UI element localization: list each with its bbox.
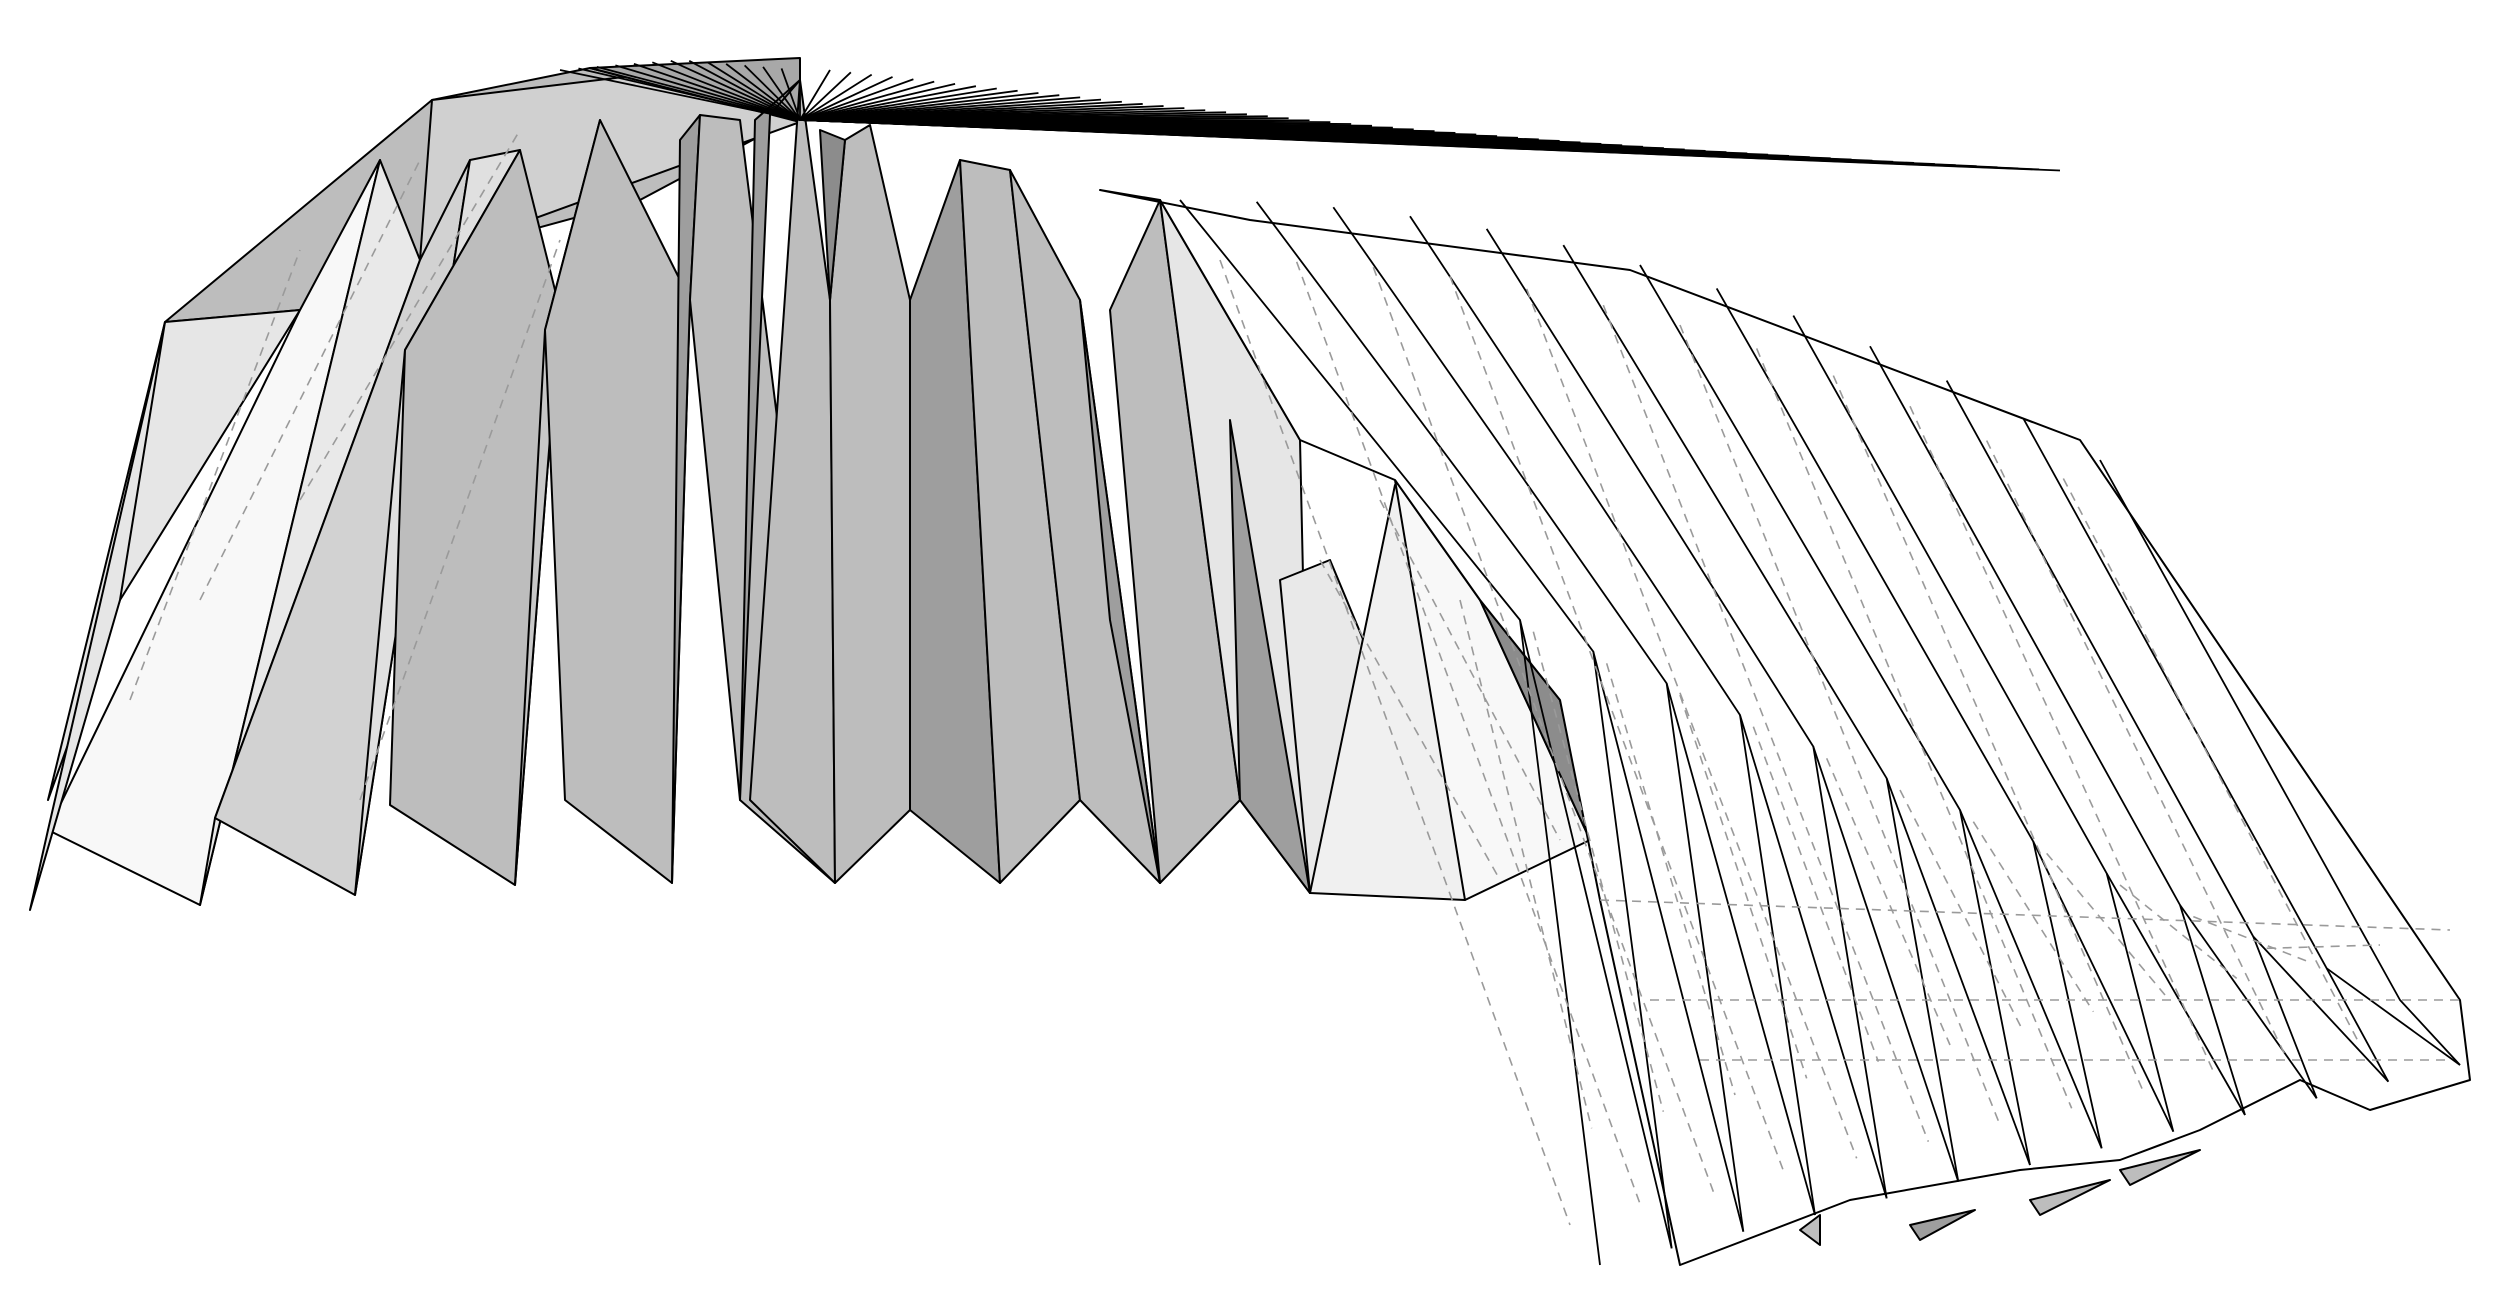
apex-crease xyxy=(578,67,801,121)
side-face xyxy=(1099,189,2471,1266)
front-pleat-group xyxy=(29,79,1591,911)
hidden-crease xyxy=(299,129,521,501)
hidden-crease xyxy=(1985,440,2288,1059)
apex-crease xyxy=(799,73,873,121)
apex-crease xyxy=(651,61,801,121)
apex-crease xyxy=(799,119,2061,172)
apex-crease xyxy=(633,62,801,121)
apex-crease xyxy=(559,69,801,121)
side-diagonal-crease xyxy=(1519,619,1673,1249)
hidden-crease xyxy=(2119,884,2238,979)
apex-crease xyxy=(799,83,956,121)
hidden-crease xyxy=(2062,478,2360,1043)
hidden-crease xyxy=(1532,631,1665,1112)
side-diagonal-crease xyxy=(1885,778,2031,1166)
side-face xyxy=(1799,1214,1821,1246)
hidden-crease xyxy=(1525,288,1858,1159)
hidden-crease xyxy=(1295,261,1643,1209)
pleat-face xyxy=(829,124,911,884)
side-diagonal-crease xyxy=(1812,746,1960,1182)
apex-crease xyxy=(799,69,831,121)
apex-crease xyxy=(596,66,801,121)
side-face xyxy=(1909,1209,1976,1241)
hidden-crease xyxy=(1219,259,1571,1226)
hidden-crease xyxy=(1825,758,1951,1046)
apex-crease xyxy=(799,78,914,121)
apex-crease xyxy=(780,68,801,121)
hidden-crease xyxy=(129,249,301,701)
hidden-crease xyxy=(359,239,561,801)
side-diagonal-crease xyxy=(2326,967,2461,1066)
apex-crease xyxy=(670,59,801,121)
hidden-crease xyxy=(1679,694,1808,1079)
side-face xyxy=(2029,1179,2111,1216)
hidden-crease xyxy=(2266,944,2381,950)
hidden-crease xyxy=(1899,789,2023,1029)
apex-crease xyxy=(615,64,801,121)
apex-crease xyxy=(707,61,801,121)
hidden-crease xyxy=(1605,663,1736,1096)
side-fold-edge xyxy=(2099,459,2461,1066)
hidden-crease xyxy=(1909,405,2216,1076)
apex-crease xyxy=(799,76,893,121)
hidden-crease xyxy=(1972,821,2095,1013)
hidden-crease xyxy=(199,159,421,601)
hidden-band xyxy=(1599,899,2451,931)
side-diagonal-crease xyxy=(2252,936,2389,1083)
hidden-crease xyxy=(1459,599,1593,1129)
apex-crease xyxy=(688,59,801,121)
hidden-crease xyxy=(1379,499,1561,841)
apex-crease xyxy=(743,64,801,121)
apex-crease xyxy=(799,71,852,121)
pleat-face xyxy=(29,321,166,911)
pleat-face xyxy=(819,129,846,301)
hidden-crease xyxy=(2193,915,2309,963)
hidden-fold-lines xyxy=(129,129,2460,1226)
apex-crease xyxy=(762,66,801,121)
pleat-face xyxy=(389,149,561,886)
side-fold-edges xyxy=(1179,199,2461,1266)
side-diagonal-crease xyxy=(1592,651,1745,1232)
apex-crease xyxy=(799,85,977,121)
pleat-face xyxy=(1079,299,1161,884)
apex-crease-cluster xyxy=(559,59,2061,172)
pleat-face xyxy=(1229,419,1311,894)
hidden-crease xyxy=(1832,375,2145,1092)
hidden-crease xyxy=(1602,304,1930,1142)
side-diagonal-crease xyxy=(2179,904,2318,1099)
hidden-crease xyxy=(1319,559,1501,881)
side-face xyxy=(2119,1149,2201,1186)
side-fan-group xyxy=(1099,189,2471,1266)
hidden-crease xyxy=(1752,726,1880,1062)
apex-crease xyxy=(725,63,801,121)
side-diagonal-crease xyxy=(1665,683,1816,1216)
apex-crease xyxy=(799,80,935,121)
side-diagonal-crease xyxy=(1959,809,2103,1149)
side-diagonal-crease xyxy=(2105,872,2246,1116)
hidden-crease xyxy=(1372,266,1715,1192)
pleat-face xyxy=(544,119,691,884)
side-diagonal-crease xyxy=(1739,714,1888,1199)
